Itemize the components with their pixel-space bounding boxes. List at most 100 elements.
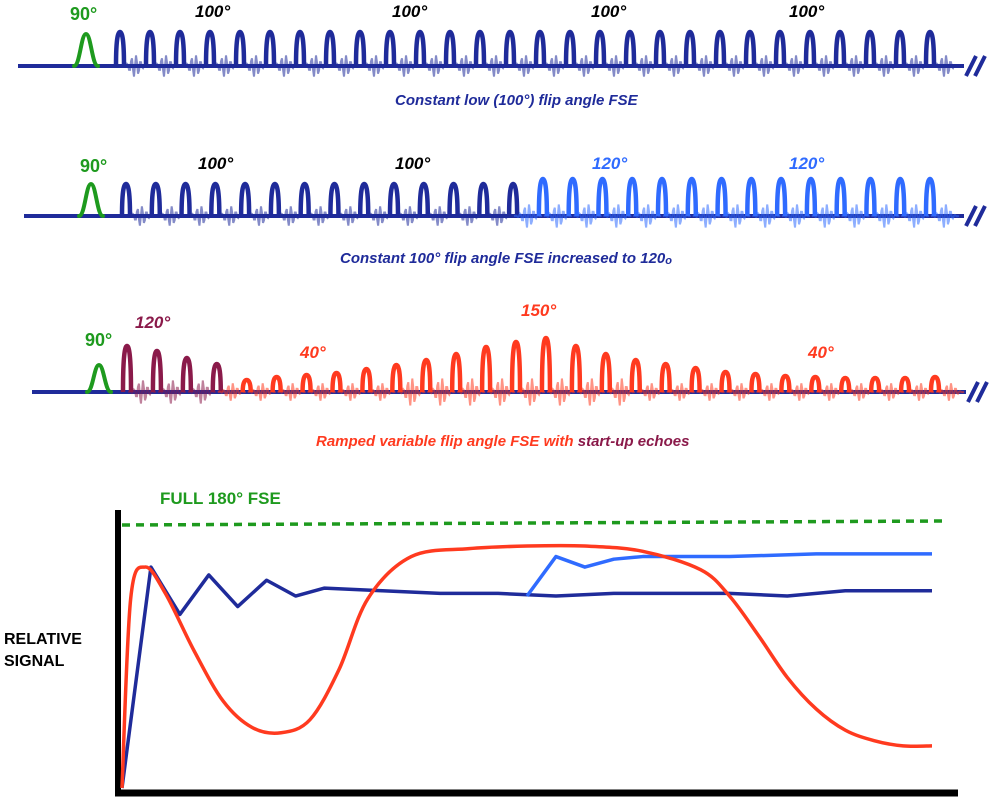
seq2-refocusing-pulse-25 xyxy=(834,176,847,217)
seq3-refocusing-pulse-6 xyxy=(270,374,283,393)
seq1-angle-label-4: 100° xyxy=(789,2,825,21)
seq3-refocusing-pulse-3 xyxy=(180,355,194,393)
seq2-refocusing-pulse-12 xyxy=(447,181,460,217)
seq1-refocusing-pulse-13 xyxy=(473,29,487,67)
seq2-refocusing-pulse-3 xyxy=(179,181,192,217)
seq3-caption-part1: Ramped variable flip angle FSE with xyxy=(316,433,578,450)
seq3-refocusing-pulse-4 xyxy=(210,361,224,393)
seq2-refocusing-pulse-14 xyxy=(506,181,520,217)
seq2-refocusing-pulse-20 xyxy=(685,176,699,217)
seq1-angle-label-2: 100° xyxy=(392,2,428,21)
seq3-break-marks xyxy=(966,381,989,403)
seq2-caption-suffix: o xyxy=(665,255,672,267)
seq1-refocusing-pulse-15 xyxy=(533,29,547,67)
seq2-refocusing-pulse-11 xyxy=(417,181,431,217)
seq2-refocusing-pulse-10 xyxy=(387,181,401,217)
seq2-angle-label-2: 100° xyxy=(395,154,431,173)
seq1-refocusing-pulse-16 xyxy=(563,29,577,67)
signal-curve-dark-blue xyxy=(120,565,932,789)
seq1-angle-label-3: 100° xyxy=(591,2,627,21)
seq3-refocusing-pulse-10 xyxy=(390,362,403,393)
seq2-refocusing-pulse-4 xyxy=(209,181,222,217)
y-axis-label: RELATIVE SIGNAL xyxy=(4,629,104,673)
y-axis-label-line-1: RELATIVE xyxy=(4,631,82,648)
seq3-angle-label-3: 150° xyxy=(521,301,557,320)
seq3-refocusing-pulse-2 xyxy=(150,348,164,393)
full-180-reference-line xyxy=(121,519,945,527)
seq2-refocusing-pulse-23 xyxy=(774,176,788,217)
y-axis-label-line-2: SIGNAL xyxy=(4,653,65,670)
seq2-break-marks xyxy=(964,205,987,227)
seq2-refocusing-pulse-9 xyxy=(357,181,371,217)
seq2-refocusing-pulse-15 xyxy=(536,176,550,217)
seq1-refocusing-pulse-24 xyxy=(803,29,817,67)
seq3-refocusing-pulse-1 xyxy=(120,343,134,393)
seq1-refocusing-pulse-5 xyxy=(233,29,247,67)
seq2-refocusing-pulse-22 xyxy=(745,176,758,217)
seq3-angle-label-1: 120° xyxy=(135,313,171,332)
seq3-refocusing-pulse-14 xyxy=(509,339,523,393)
seq1-angle-label-1: 100° xyxy=(195,2,231,21)
seq1-refocusing-pulse-21 xyxy=(713,29,727,67)
seq3-angle-label-2: 40° xyxy=(300,343,326,362)
signal-curve-light-blue xyxy=(525,552,932,598)
seq3-caption-part2: start-up echoes xyxy=(577,433,690,450)
seq2-excitation-label: 90° xyxy=(80,156,108,176)
seq2-refocusing-pulse-2 xyxy=(149,181,163,217)
seq3-excitation-pulse xyxy=(85,362,113,394)
seq2-refocusing-pulse-27 xyxy=(893,176,907,217)
seq3-refocusing-pulse-16 xyxy=(569,343,583,393)
seq3-echo-28 xyxy=(935,383,965,401)
seq3-refocusing-pulse-15 xyxy=(539,335,553,393)
seq1-refocusing-pulse-12 xyxy=(443,29,457,67)
seq2-refocusing-pulse-1 xyxy=(119,181,133,217)
seq3-refocusing-pulse-5 xyxy=(240,377,253,393)
seq1-refocusing-pulse-19 xyxy=(653,29,667,67)
seq3-refocusing-pulse-12 xyxy=(449,351,463,393)
seq3-refocusing-pulse-17 xyxy=(599,351,613,393)
seq2-caption: Constant 100° flip angle FSE increased t… xyxy=(340,250,672,267)
seq2-refocusing-pulse-17 xyxy=(596,176,609,217)
seq3-refocusing-pulse-9 xyxy=(360,366,373,393)
seq1-refocusing-pulse-17 xyxy=(593,29,607,67)
seq3-angle-label-4: 40° xyxy=(808,343,834,362)
seq3-refocusing-pulse-8 xyxy=(330,370,343,393)
seq2-refocusing-pulse-26 xyxy=(864,176,877,217)
seq1-echo-28 xyxy=(930,55,960,77)
seq1-break-marks xyxy=(964,55,987,77)
seq1-refocusing-pulse-14 xyxy=(503,29,517,67)
seq3-refocusing-pulse-21 xyxy=(719,369,732,393)
seq3-refocusing-pulse-25 xyxy=(838,375,852,393)
seq1-refocusing-pulse-27 xyxy=(893,29,907,67)
seq1-refocusing-pulse-6 xyxy=(263,29,277,67)
seq1-refocusing-pulse-20 xyxy=(683,29,697,67)
seq2-refocusing-pulse-13 xyxy=(477,181,490,217)
seq2-angle-label-4: 120° xyxy=(789,154,825,173)
seq2-angle-label-3: 120° xyxy=(592,154,628,173)
seq2-refocusing-pulse-28 xyxy=(923,176,937,217)
seq1-refocusing-pulse-7 xyxy=(293,29,307,67)
seq1-refocusing-pulse-9 xyxy=(353,29,367,67)
seq1-refocusing-pulse-25 xyxy=(833,29,847,67)
seq1-refocusing-pulse-1 xyxy=(113,29,127,67)
seq2-refocusing-pulse-16 xyxy=(566,176,579,217)
seq3-refocusing-pulse-28 xyxy=(928,374,942,393)
signal-curve-red xyxy=(120,543,933,789)
seq1-refocusing-pulse-10 xyxy=(383,29,397,67)
seq1-refocusing-pulse-26 xyxy=(863,29,877,67)
seq3-refocusing-pulse-24 xyxy=(809,374,822,393)
seq2-angle-label-1: 100° xyxy=(198,154,234,173)
seq1-refocusing-pulse-2 xyxy=(143,29,157,67)
seq3-excitation-label: 90° xyxy=(85,330,113,350)
seq1-refocusing-pulse-11 xyxy=(413,29,427,67)
seq3-refocusing-pulse-22 xyxy=(749,371,762,393)
seq3-refocusing-pulse-20 xyxy=(689,365,702,393)
reference-line-label: FULL 180° FSE xyxy=(160,489,281,508)
seq2-echo-28 xyxy=(930,204,960,228)
seq3-caption: Ramped variable flip angle FSE with star… xyxy=(316,433,689,450)
seq1-refocusing-pulse-22 xyxy=(743,29,757,67)
seq3-refocusing-pulse-13 xyxy=(479,344,493,393)
seq2-refocusing-pulse-7 xyxy=(298,181,311,217)
